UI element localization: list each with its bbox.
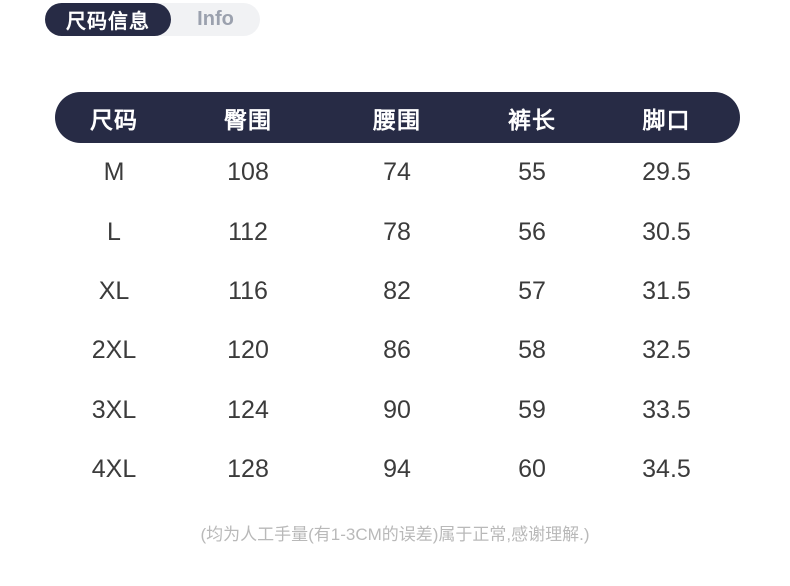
cell-pant-length: 57 xyxy=(518,276,546,305)
cell-size: M xyxy=(103,158,125,187)
cell-leg-opening: 33.5 xyxy=(642,395,691,424)
table-row: 4XL 128 94 60 34.5 xyxy=(55,440,740,499)
cell-waist: 78 xyxy=(383,217,411,246)
header-waist: 腰围 xyxy=(373,106,421,133)
cell-pant-length: 60 xyxy=(518,455,546,484)
cell-leg-opening: 30.5 xyxy=(642,217,691,246)
cell-hip: 120 xyxy=(227,336,269,365)
measurement-disclaimer: (均为人工手量(有1-3CM的误差)属于正常,感谢理解.) xyxy=(200,525,590,544)
cell-waist: 94 xyxy=(383,455,411,484)
cell-waist: 90 xyxy=(383,395,411,424)
table-row: 2XL 120 86 58 32.5 xyxy=(55,321,740,380)
tab-size-info[interactable]: 尺码信息 xyxy=(45,3,171,36)
size-info-tabbar: Info 尺码信息 xyxy=(45,3,260,36)
header-size: 尺码 xyxy=(90,106,138,133)
cell-leg-opening: 31.5 xyxy=(642,276,691,305)
cell-hip: 108 xyxy=(227,158,269,187)
cell-waist: 74 xyxy=(383,158,411,187)
cell-pant-length: 59 xyxy=(518,395,546,424)
header-leg-opening: 脚口 xyxy=(642,106,691,133)
cell-waist: 86 xyxy=(383,336,411,365)
cell-hip: 124 xyxy=(227,395,269,424)
tab-info[interactable]: Info xyxy=(197,8,234,30)
cell-waist: 82 xyxy=(383,276,411,305)
table-row: XL 116 82 57 31.5 xyxy=(55,262,740,321)
size-table: 尺码 臀围 腰围 裤长 脚口 M 108 74 55 29.5 L 112 78… xyxy=(55,92,740,499)
cell-hip: 128 xyxy=(227,455,269,484)
table-row: M 108 74 55 29.5 xyxy=(55,143,740,202)
cell-leg-opening: 32.5 xyxy=(642,336,691,365)
cell-hip: 112 xyxy=(228,217,268,246)
cell-size: 3XL xyxy=(91,395,137,424)
cell-size: 4XL xyxy=(91,455,137,484)
cell-leg-opening: 34.5 xyxy=(642,455,691,484)
cell-pant-length: 56 xyxy=(518,217,546,246)
header-pant-length: 裤长 xyxy=(508,106,556,133)
cell-hip: 116 xyxy=(228,276,268,305)
cell-pant-length: 55 xyxy=(518,158,546,187)
cell-pant-length: 58 xyxy=(518,336,546,365)
cell-size: 2XL xyxy=(91,336,137,365)
cell-leg-opening: 29.5 xyxy=(642,158,691,187)
table-row: 3XL 124 90 59 33.5 xyxy=(55,381,740,440)
size-table-header-row: 尺码 臀围 腰围 裤长 脚口 xyxy=(55,92,740,143)
cell-size: L xyxy=(107,217,121,246)
table-row: L 112 78 56 30.5 xyxy=(55,202,740,261)
cell-size: XL xyxy=(98,276,130,305)
header-hip: 臀围 xyxy=(224,106,272,133)
